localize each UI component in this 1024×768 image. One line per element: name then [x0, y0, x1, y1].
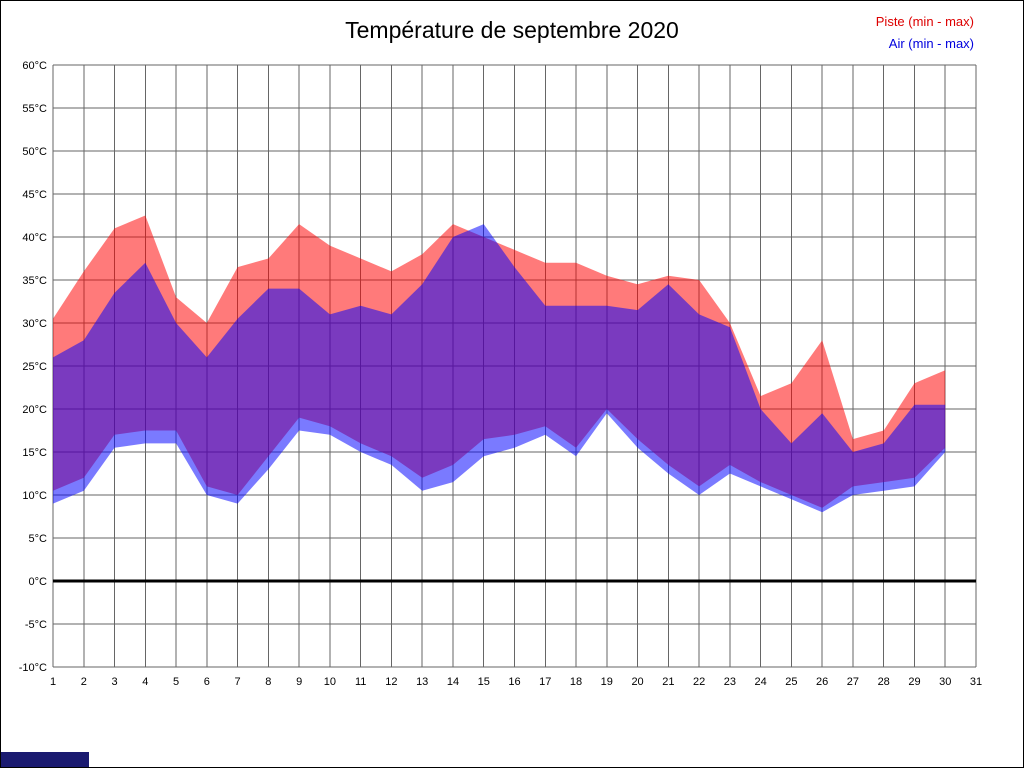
x-tick-label: 22: [693, 676, 705, 688]
x-tick-label: 7: [235, 676, 241, 688]
x-tick-label: 13: [416, 676, 428, 688]
y-tick-label: 45°C: [22, 189, 47, 201]
y-tick-label: -10°C: [19, 662, 47, 674]
y-tick-label: 0°C: [29, 576, 48, 588]
y-tick-label: 35°C: [22, 275, 47, 287]
chart-title: Température de septembre 2020: [345, 17, 679, 43]
y-tick-label: 15°C: [22, 447, 47, 459]
x-tick-label: 17: [539, 676, 551, 688]
x-tick-label: 15: [478, 676, 490, 688]
x-tick-label: 9: [296, 676, 302, 688]
y-tick-label: 40°C: [22, 232, 47, 244]
x-tick-label: 30: [939, 676, 951, 688]
x-tick-label: 11: [355, 676, 366, 688]
x-tick-label: 31: [970, 676, 982, 688]
y-tick-label: 10°C: [22, 490, 47, 502]
x-tick-label: 27: [847, 676, 859, 688]
legend: Piste (min - max) Air (min - max): [876, 11, 974, 55]
air-band: [53, 224, 946, 513]
x-tick-label: 29: [908, 676, 920, 688]
x-tick-label: 20: [631, 676, 643, 688]
x-tick-label: 12: [385, 676, 397, 688]
bottom-left-artifact: [1, 752, 89, 767]
y-tick-label: -5°C: [25, 619, 47, 631]
x-tick-label: 16: [508, 676, 520, 688]
y-axis-labels: 60°C 55°C 50°C 45°C 40°C 35°C 30°C 25°C 20°C 15°C…: [19, 60, 47, 674]
y-tick-label: 5°C: [29, 533, 48, 545]
x-tick-label: 4: [142, 676, 148, 688]
x-tick-label: 1: [50, 676, 56, 688]
x-tick-label: 10: [324, 676, 336, 688]
x-tick-label: 26: [816, 676, 828, 688]
legend-air-label: Air (min - max): [888, 36, 974, 51]
x-tick-label: 24: [755, 676, 767, 688]
x-tick-label: 3: [111, 676, 117, 688]
x-tick-label: 21: [662, 676, 674, 688]
y-tick-label: 55°C: [22, 103, 47, 115]
legend-piste-label: Piste (min - max): [875, 14, 974, 29]
y-tick-label: 30°C: [22, 318, 47, 330]
x-tick-label: 19: [601, 676, 613, 688]
x-tick-label: 2: [81, 676, 87, 688]
x-tick-label: 5: [173, 676, 179, 688]
x-tick-label: 25: [785, 676, 797, 688]
x-tick-label: 23: [724, 676, 736, 688]
y-tick-label: 60°C: [22, 60, 47, 72]
y-tick-label: 20°C: [22, 404, 47, 416]
y-tick-label: 50°C: [22, 146, 47, 158]
x-tick-label: 8: [265, 676, 271, 688]
x-tick-label: 18: [570, 676, 582, 688]
x-axis-labels: 1 2 3 4 5 6 7 8 9 10 11 12 13 14 15 16 17 18 19 20 21 22 23 24 2…: [50, 676, 982, 688]
x-tick-label: 28: [878, 676, 890, 688]
x-tick-label: 14: [447, 676, 459, 688]
x-tick-label: 6: [204, 676, 210, 688]
y-tick-label: 25°C: [22, 361, 47, 373]
